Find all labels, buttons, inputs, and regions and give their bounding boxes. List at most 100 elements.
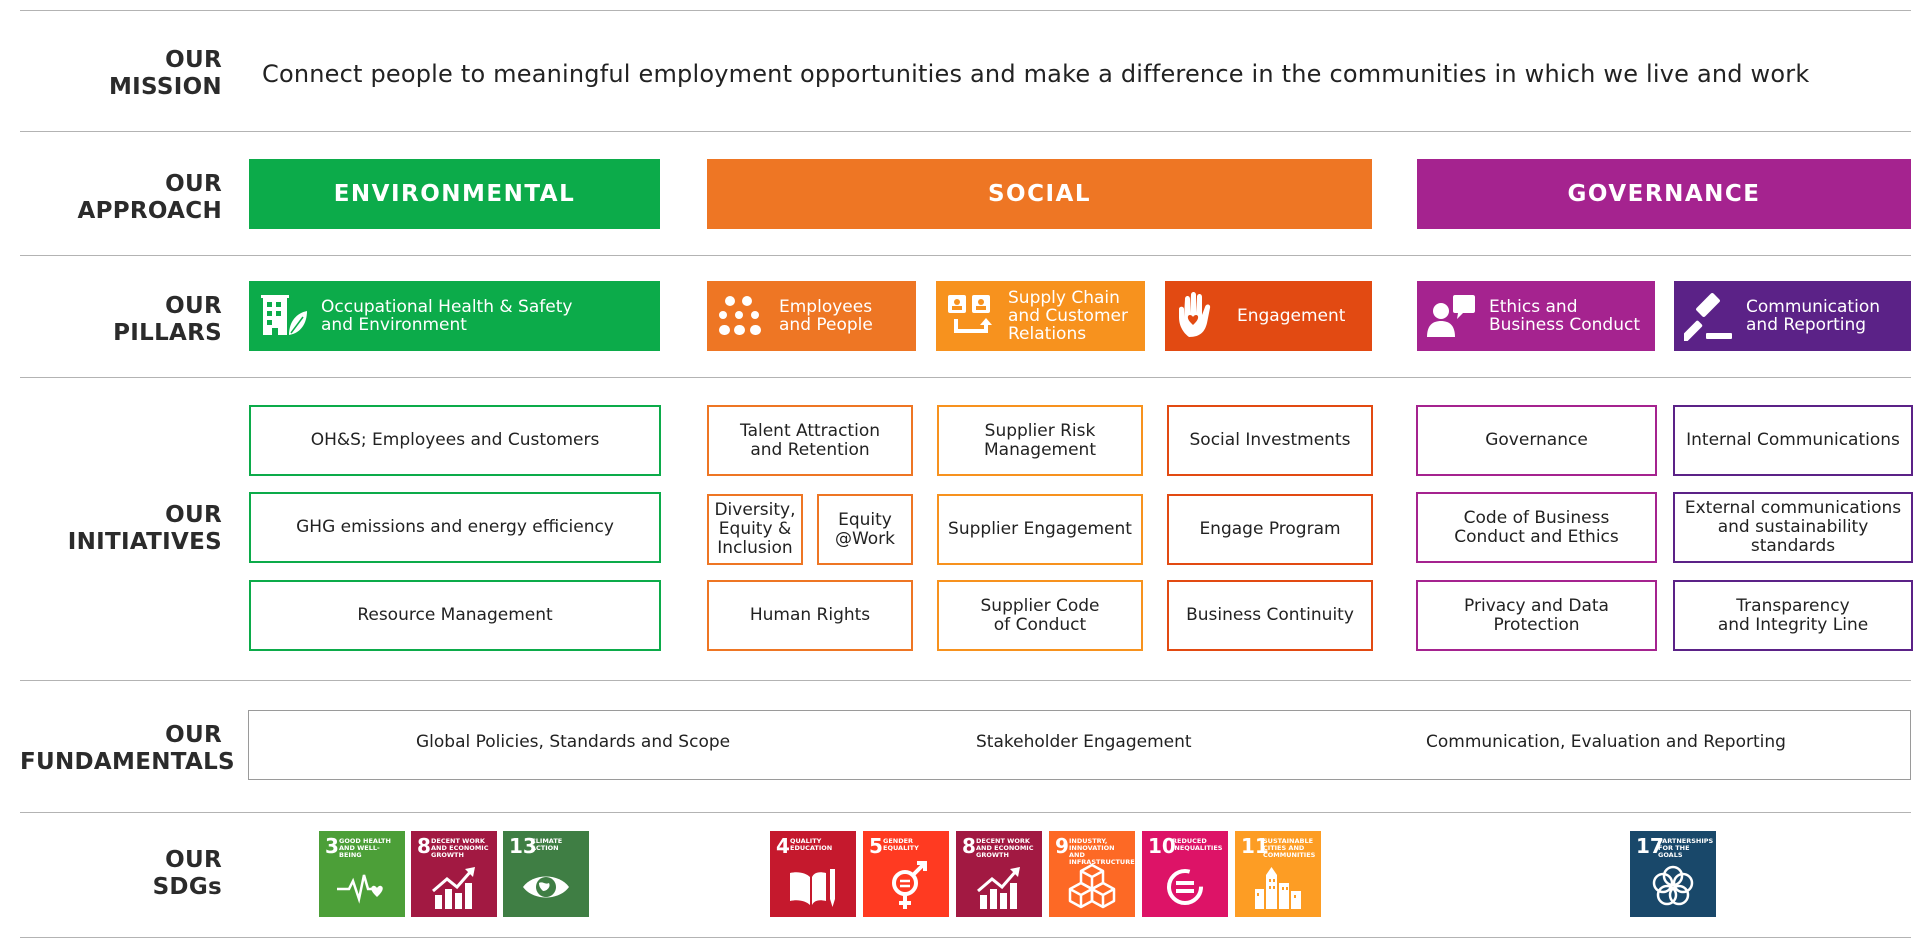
gender-icon [892,861,927,909]
sdg-caption: SUSTAINABLE CITIES AND COMMUNITIES [1263,837,1316,859]
approach-environmental: ENVIRONMENTAL [249,159,660,229]
pillars-label-line1: OUR [165,293,222,319]
sdgs-label-line2: SDGs [152,874,222,900]
sdg-number: 5 [869,834,883,858]
pillar-communication: Communication and Reporting [1674,281,1911,351]
sdg-tile-3: 3 GOOD HEALTH AND WELL-BEING [319,831,405,917]
sdg-number: 17 [1636,834,1664,858]
eye-globe-icon [523,876,569,898]
sdg-tile-8: 8 DECENT WORK AND ECONOMIC GROWTH [411,831,497,917]
pillar-ethics-label: Ethics and Business Conduct [1489,297,1640,335]
approach-governance: GOVERNANCE [1417,159,1911,229]
pillars-label: OUR PILLARS [20,293,222,347]
sdgs-label: OUR SDGs [20,847,222,901]
sdg-tile-8-social: 8 DECENT WORK AND ECONOMIC GROWTH [956,831,1042,917]
pillar-ethics: Ethics and Business Conduct [1417,281,1655,351]
growth-chart-icon [432,867,475,909]
pillar-ohs-label: Occupational Health & Safety and Environ… [321,297,573,335]
initiative-engage-program: Engage Program [1167,494,1373,565]
initiative-diversity-equity-inclusion: Diversity, Equity & Inclusion [707,494,803,565]
initiative-social-investments: Social Investments [1167,405,1373,476]
approach-label-line1: OUR [165,171,222,197]
sdg-number: 8 [962,834,976,858]
pillar-employees-label: Employees and People [779,297,873,335]
initiative-transparency-integrity-line: Transparency and Integrity Line [1673,580,1913,651]
sdg-number: 10 [1148,834,1176,858]
sdg-tile-10: 10 REDUCED INEQUALITIES [1142,831,1228,917]
approach-label-line2: APPROACH [77,198,222,224]
pillar-supply: Supply Chain and Customer Relations [936,281,1145,351]
initiatives-label-line1: OUR [165,502,222,528]
conversation-icon [1427,295,1475,337]
initiatives-label-line2: INITIATIVES [67,529,222,555]
sdg-caption: PARTNERSHIPS FOR THE GOALS [1658,837,1714,859]
sdg-caption: DECENT WORK AND ECONOMIC GROWTH [976,837,1034,859]
pillar-ohs: Occupational Health & Safety and Environ… [249,281,660,351]
city-icon [1255,867,1301,909]
fundamental-communication-evaluation: Communication, Evaluation and Reporting [1426,732,1786,752]
sdg-caption: INDUSTRY, INNOVATION AND INFRASTRUCTURE [1069,837,1135,866]
sdg-number: 9 [1055,834,1069,858]
sdg-number: 13 [509,834,537,858]
mission-label-line2: MISSION [108,74,222,100]
sdg-tile-11: 11 SUSTAINABLE CITIES AND COMMUNITIES [1235,831,1321,917]
approach-social: SOCIAL [707,159,1372,229]
sdg-caption: GENDER EQUALITY [883,837,919,852]
fundamentals-box [248,710,1911,780]
initiative-supplier-engagement: Supplier Engagement [937,494,1143,565]
initiative-governance: Governance [1416,405,1657,476]
sdg-number: 4 [776,834,790,858]
fundamentals-label-line2: FUNDAMENTALS [20,749,235,775]
separator [20,812,1911,813]
sdg-number: 3 [325,834,339,858]
pillar-engagement: Engagement [1165,281,1372,351]
separator [20,937,1911,938]
pillar-engagement-label: Engagement [1237,306,1346,326]
fundamentals-label-line1: OUR [165,722,222,748]
supply-exchange-icon [948,295,992,333]
initiative-human-rights: Human Rights [707,580,913,651]
mission-label: OUR MISSION [20,47,222,101]
sdg-tile-9: 9 INDUSTRY, INNOVATION AND INFRASTRUCTUR… [1049,831,1135,917]
initiative-supplier-code: Supplier Code of Conduct [937,580,1143,651]
separator [20,377,1911,378]
sdg-tile-4: 4 QUALITY EDUCATION [770,831,856,917]
initiative-supplier-risk: Supplier Risk Management [937,405,1143,476]
heartbeat-icon [337,874,383,904]
people-group-icon [719,296,761,335]
equal-circle-icon [1167,869,1203,905]
initiative-business-continuity: Business Continuity [1167,580,1373,651]
initiative-ghg-emissions: GHG emissions and energy efficiency [249,492,661,563]
initiatives-label: OUR INITIATIVES [20,502,222,556]
gavel-icon [1684,293,1732,341]
pillar-communication-label: Communication and Reporting [1746,297,1880,335]
initiative-resource-management: Resource Management [249,580,661,651]
initiative-external-communications: External communications and sustainabili… [1673,492,1913,563]
separator [20,131,1911,132]
initiative-privacy-data-protection: Privacy and Data Protection [1416,580,1657,651]
initiative-internal-communications: Internal Communications [1673,405,1913,476]
mission-statement: Connect people to meaningful employment … [262,60,1810,88]
sdgs-label-line1: OUR [165,847,222,873]
cubes-icon [1068,863,1116,909]
initiative-equity-at-work: Equity @Work [817,494,913,565]
growth-chart-icon [977,867,1020,909]
sdg-caption: GOOD HEALTH AND WELL-BEING [339,837,391,859]
flower-rings-icon [1652,865,1694,906]
approach-label: OUR APPROACH [20,171,222,225]
sdg-tile-17: 17 PARTNERSHIPS FOR THE GOALS [1630,831,1716,917]
fundamental-global-policies: Global Policies, Standards and Scope [416,732,731,752]
separator [20,680,1911,681]
initiative-code-of-business-conduct: Code of Business Conduct and Ethics [1416,492,1657,563]
pillar-supply-label: Supply Chain and Customer Relations [1008,288,1128,344]
initiative-ohs-employees-customers: OH&S; Employees and Customers [249,405,661,476]
pillars-label-line2: PILLARS [113,320,222,346]
sdg-tile-5: 5 GENDER EQUALITY [863,831,949,917]
sdg-caption: DECENT WORK AND ECONOMIC GROWTH [431,837,489,859]
hand-heart-icon [1179,292,1211,337]
separator [20,255,1911,256]
pillar-employees: Employees and People [707,281,916,351]
sdg-number: 11 [1241,834,1269,858]
sdg-tile-13: 13 CLIMATE ACTION [503,831,589,917]
sdg-caption: QUALITY EDUCATION [790,837,833,852]
